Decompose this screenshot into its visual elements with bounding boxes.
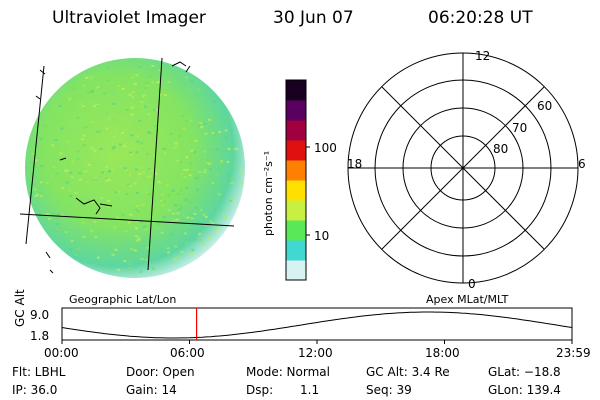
color-scale-segment [286, 200, 306, 221]
lat-label-70: 70 [512, 121, 528, 135]
status-glon: GLon: 139.4 [488, 383, 561, 397]
color-scale-bar [286, 80, 306, 281]
header-date: 30 Jun 07 [273, 8, 354, 28]
lat-label-80: 80 [493, 142, 509, 156]
time-tick-2359: 23:59 [556, 346, 591, 360]
status-filter: Flt: LBHL [12, 365, 66, 379]
mlt-label-12: 12 [475, 49, 491, 63]
altitude-ylabel: GC Alt [13, 289, 27, 327]
globe-disk [25, 58, 245, 278]
altitude-curve [61, 311, 573, 339]
color-scale-segment [286, 180, 306, 201]
alt-tick-9: 9.0 [30, 308, 50, 322]
time-tick-0600: 06:00 [170, 346, 205, 360]
status-gain: Gain: 14 [126, 383, 177, 397]
status-dsp-value: 1.1 [300, 383, 320, 397]
time-tick-1200: 12:00 [298, 346, 333, 360]
color-scale-segment [286, 120, 306, 141]
mlt-label-0: 0 [468, 277, 476, 291]
altitude-frame [61, 307, 573, 341]
color-scale-segment [286, 80, 306, 101]
status-ip: IP: 36.0 [12, 383, 58, 397]
color-scale-segment [286, 260, 306, 281]
coastline [35, 61, 191, 274]
status-mode: Mode: Normal [246, 365, 330, 379]
lat-line [19, 213, 235, 227]
globe-title: Geographic Lat/Lon [69, 293, 177, 306]
status-seq: Seq: 39 [366, 383, 412, 397]
color-scale-segment [286, 140, 306, 161]
lon-line-east [147, 57, 163, 271]
color-scale-segment [286, 240, 306, 261]
status-dsp-label: Dsp: [246, 383, 274, 397]
instrument-title: Ultraviolet Imager [52, 8, 206, 28]
mlt-label-18: 18 [347, 157, 363, 171]
colorbar-tick-10: 10 [314, 229, 330, 243]
lat-label-60: 60 [537, 99, 553, 113]
status-gc-alt: GC Alt: 3.4 Re [366, 365, 450, 379]
time-tick-0000: 00:00 [44, 346, 79, 360]
colorbar-tick-100: 100 [314, 141, 337, 155]
status-glat: GLat: −18.8 [488, 365, 561, 379]
mlt-label-6: 6 [578, 157, 586, 171]
color-scale-segment [286, 160, 306, 181]
alt-tick-1-8: 1.8 [30, 329, 50, 343]
color-scale-segment [286, 100, 306, 121]
time-tick-1800: 18:00 [425, 346, 460, 360]
polar-title: Apex MLat/MLT [426, 293, 509, 306]
globe-speckle [29, 65, 243, 273]
header-time: 06:20:28 UT [428, 8, 533, 28]
status-door: Door: Open [126, 365, 195, 379]
color-scale-segment [286, 220, 306, 241]
